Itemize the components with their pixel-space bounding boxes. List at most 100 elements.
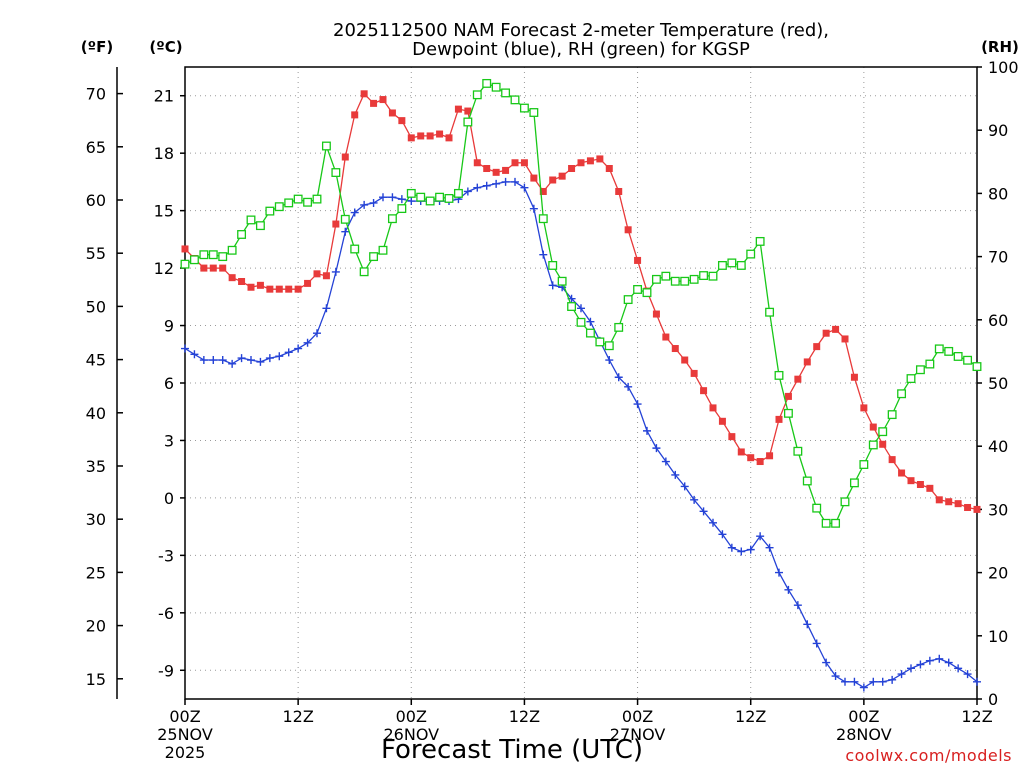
dewpoint-point [284, 348, 293, 357]
rh-point [793, 446, 803, 456]
dewpoint-point [643, 426, 651, 435]
rh-point [246, 215, 256, 225]
temperature-point [935, 496, 943, 504]
dewpoint-point [237, 354, 246, 363]
rh-point [189, 255, 199, 265]
temperature-point [445, 134, 453, 142]
temperature-point [483, 165, 491, 173]
temperature-point [634, 256, 642, 264]
temperature-point [549, 176, 557, 184]
rh-tick-label: 10 [988, 627, 1008, 646]
rh-tick-label: 80 [988, 184, 1008, 203]
fahrenheit-tick-label: 70 [86, 85, 106, 104]
rh-point [453, 188, 463, 198]
rh-point [303, 197, 313, 207]
temperature-point [586, 157, 594, 165]
fahrenheit-tick-label: 40 [86, 404, 106, 423]
dewpoint-point [869, 677, 878, 686]
dewpoint-point [548, 281, 557, 290]
rh-point [783, 408, 793, 418]
dewpoint-point [775, 568, 783, 577]
temperature-point [832, 325, 840, 333]
rh-point [717, 260, 727, 270]
rh-point [482, 78, 492, 88]
temperature-point [728, 433, 736, 441]
rh-point [802, 476, 812, 486]
rh-point [727, 258, 737, 268]
dewpoint-point [303, 338, 312, 347]
rh-point [755, 236, 765, 246]
celsius-tick-label: 15 [154, 202, 174, 221]
dewpoint-point [973, 677, 981, 686]
temperature-point [436, 130, 444, 138]
rh-tick-label: 0 [988, 690, 998, 709]
temperature-point [407, 134, 415, 142]
dewpoint-point [963, 670, 972, 679]
temperature-point [304, 279, 312, 287]
dewpoint-point [888, 675, 897, 684]
x-tick-label: 26NOV [383, 725, 439, 744]
celsius-tick-label: 18 [154, 144, 174, 163]
dewpoint-point [727, 543, 736, 552]
rh-point [510, 95, 520, 105]
temperature-point [454, 105, 462, 113]
dewpoint-point [737, 547, 746, 556]
temperature-point [690, 369, 698, 377]
temperature-point [238, 277, 246, 285]
fahrenheit-unit-label: (ºF) [81, 38, 113, 56]
rh-point [519, 103, 529, 113]
dewpoint-point [878, 677, 887, 686]
dewpoint-point [294, 344, 303, 353]
rh-point [670, 276, 680, 286]
celsius-unit-label: (ºC) [149, 38, 182, 56]
rh-point [435, 192, 445, 202]
dewpoint-point [586, 317, 595, 326]
fahrenheit-tick-label: 15 [86, 670, 106, 689]
rh-point [972, 362, 982, 372]
rh-point [915, 365, 925, 375]
dewpoint-point [652, 444, 661, 453]
temperature-point [662, 333, 670, 341]
temperature-series [181, 90, 981, 513]
rh-line [184, 82, 978, 524]
chart-title-line-1: 2025112500 NAM Forecast 2-meter Temperat… [333, 20, 829, 41]
temperature-point [681, 356, 689, 364]
x-tick-label: 00Z [169, 707, 200, 726]
temperature-point [219, 264, 227, 272]
rh-point [472, 90, 482, 100]
fahrenheit-tick-label: 35 [86, 457, 106, 476]
dewpoint-point [322, 304, 331, 313]
temperature-point [558, 172, 566, 180]
temperature-point [766, 452, 774, 460]
rh-point [444, 194, 454, 203]
temperature-point [671, 345, 679, 353]
temperature-point [473, 159, 481, 167]
x-tick-label: 12Z [961, 707, 992, 726]
rh-point [387, 214, 397, 224]
celsius-tick-label: -9 [158, 661, 174, 680]
x-tick-label: 12Z [282, 707, 313, 726]
dewpoint-point [690, 495, 699, 504]
temperature-point [898, 469, 906, 477]
temperature-point [511, 159, 519, 167]
temperature-point [879, 440, 887, 448]
rh-point [340, 214, 350, 224]
rh-tick-label: 90 [988, 121, 1008, 140]
dewpoint-point [369, 198, 378, 207]
temperature-point [596, 155, 604, 163]
dewpoint-line [184, 181, 978, 689]
dewpoint-point [529, 204, 538, 213]
temperature-point [605, 165, 613, 173]
rh-point [614, 322, 624, 332]
rh-point [529, 108, 539, 117]
rh-point [604, 341, 614, 351]
grid [185, 67, 977, 699]
dewpoint-point [812, 639, 821, 648]
fahrenheit-tick-label: 20 [86, 617, 106, 636]
rh-tick-label: 70 [988, 248, 1008, 267]
celsius-tick-label: -3 [158, 546, 174, 565]
rh-point [255, 221, 265, 231]
rh-point [642, 288, 652, 298]
temperature-point [209, 264, 217, 272]
rh-point [944, 346, 954, 356]
